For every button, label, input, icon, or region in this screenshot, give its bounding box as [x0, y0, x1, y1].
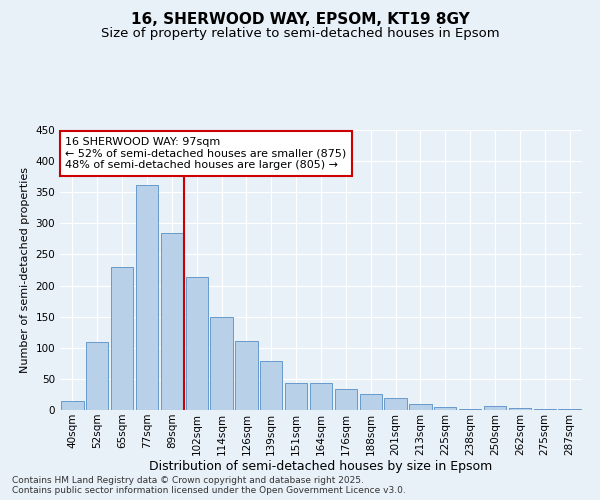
Bar [61, 400, 83, 410]
Bar [385, 398, 407, 410]
Bar [434, 407, 457, 410]
Text: Size of property relative to semi-detached houses in Epsom: Size of property relative to semi-detach… [101, 28, 499, 40]
Bar [211, 316, 233, 410]
Bar [484, 406, 506, 410]
Bar [409, 404, 431, 410]
Bar [285, 382, 307, 410]
Y-axis label: Number of semi-detached properties: Number of semi-detached properties [20, 167, 30, 373]
Bar [509, 408, 531, 410]
Bar [185, 278, 208, 410]
Bar [111, 267, 133, 410]
Bar [310, 382, 332, 410]
Bar [136, 185, 158, 410]
Text: 16 SHERWOOD WAY: 97sqm
← 52% of semi-detached houses are smaller (875)
48% of se: 16 SHERWOOD WAY: 97sqm ← 52% of semi-det… [65, 137, 346, 170]
Bar [260, 362, 283, 410]
Bar [161, 232, 183, 410]
Bar [459, 409, 481, 410]
Bar [335, 390, 357, 410]
Bar [86, 342, 109, 410]
Bar [533, 409, 556, 410]
Text: 16, SHERWOOD WAY, EPSOM, KT19 8GY: 16, SHERWOOD WAY, EPSOM, KT19 8GY [131, 12, 469, 28]
Text: Contains HM Land Registry data © Crown copyright and database right 2025.
Contai: Contains HM Land Registry data © Crown c… [12, 476, 406, 495]
X-axis label: Distribution of semi-detached houses by size in Epsom: Distribution of semi-detached houses by … [149, 460, 493, 473]
Bar [359, 394, 382, 410]
Bar [235, 341, 257, 410]
